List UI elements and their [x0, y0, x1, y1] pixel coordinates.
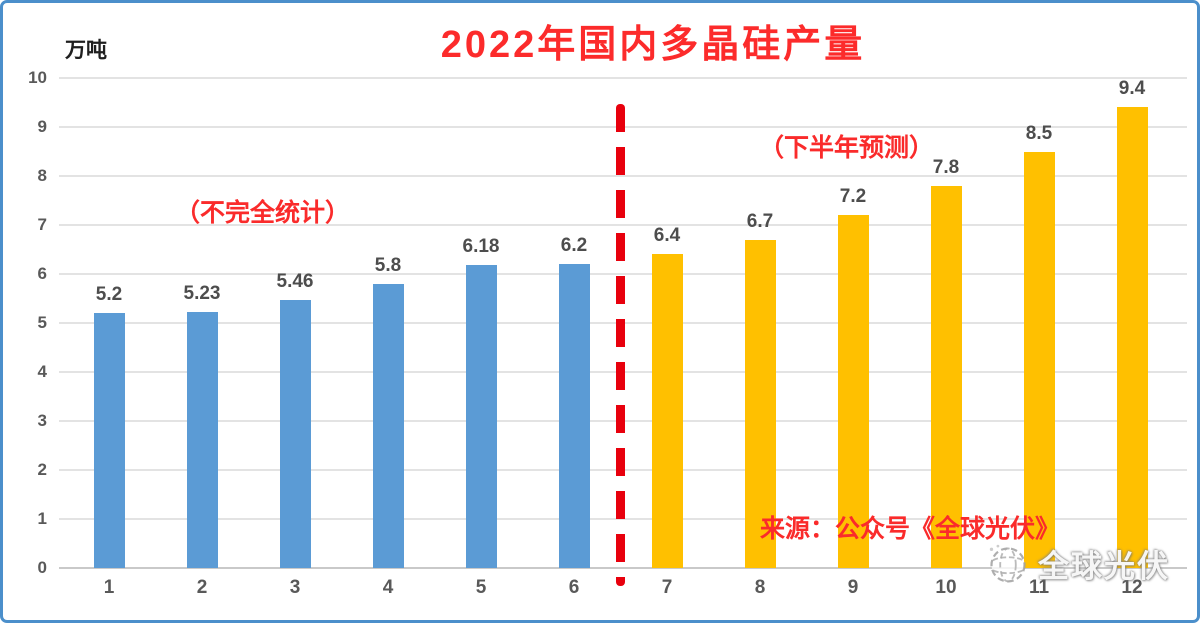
y-tick-10: 10	[28, 68, 47, 87]
plot-area: 0 1 2 3 4 5 6 7 8 9 10 5.2 1 5.23 2 5.46 3 5.8 4 6.18 5 6.2 6 6…	[3, 3, 1197, 620]
y-tick-7: 7	[37, 215, 47, 234]
x-tick-2: 2	[196, 577, 208, 598]
forecast-divider-line	[616, 104, 625, 586]
annotation-incomplete-statistics: （不完全统计）	[175, 199, 351, 227]
x-tick-12: 12	[1121, 577, 1143, 598]
x-tick-10: 10	[935, 577, 957, 598]
bar-month-10	[930, 185, 962, 568]
annotation-second-half-forecast: （下半年预测）	[759, 134, 935, 162]
x-tick-6: 6	[568, 577, 580, 598]
bar-value-label-8: 6.7	[746, 210, 774, 232]
bar-value-label-10: 7.8	[932, 156, 960, 178]
bar-month-6	[558, 264, 590, 568]
bar-month-4	[372, 283, 404, 568]
x-tick-9: 9	[847, 577, 859, 598]
y-tick-3: 3	[37, 411, 47, 430]
y-tick-6: 6	[37, 264, 47, 283]
bar-month-3	[279, 300, 311, 568]
y-tick-0: 0	[37, 558, 47, 577]
bar-value-label-9: 7.2	[839, 186, 867, 208]
bar-month-11	[1023, 151, 1055, 568]
bar-value-label-11: 8.5	[1025, 122, 1053, 144]
y-tick-4: 4	[37, 362, 47, 381]
bar-month-12	[1116, 107, 1148, 568]
bar-value-label-4: 5.8	[374, 254, 402, 276]
watermark-text: 全球光伏	[1038, 549, 1170, 584]
bar-month-9	[837, 215, 869, 568]
bar-month-5	[465, 265, 497, 568]
bar-month-8	[744, 239, 776, 568]
bar-value-label-7: 6.4	[653, 225, 681, 247]
bar-value-label-1: 5.2	[95, 284, 123, 306]
x-tick-5: 5	[475, 577, 487, 598]
watermark: 全球光伏	[986, 541, 1170, 586]
annotation-source: 来源：公众号《全球光伏》	[760, 515, 1061, 543]
x-tick-7: 7	[661, 577, 673, 598]
x-tick-11: 11	[1028, 577, 1050, 598]
y-tick-1: 1	[37, 509, 47, 528]
y-tick-2: 2	[37, 460, 47, 479]
y-tick-9: 9	[37, 117, 47, 136]
gridline-10	[59, 77, 1187, 79]
x-tick-8: 8	[754, 577, 766, 598]
bar-month-7	[651, 254, 683, 568]
y-tick-5: 5	[37, 313, 47, 332]
chart-title: 2022年国内多晶硅产量	[440, 24, 866, 66]
bar-value-label-2: 5.23	[183, 282, 221, 304]
x-tick-4: 4	[382, 577, 394, 598]
bar-month-1	[93, 313, 125, 568]
bar-value-label-3: 5.46	[276, 271, 314, 293]
globe-icon	[989, 544, 1026, 583]
y-axis-unit-label: 万吨	[65, 39, 107, 62]
bar-value-label-12: 9.4	[1118, 78, 1146, 100]
x-tick-1: 1	[103, 577, 115, 598]
x-tick-3: 3	[289, 577, 301, 598]
y-tick-8: 8	[37, 166, 47, 185]
bar-value-label-5: 6.18	[462, 236, 500, 258]
bar-month-2	[186, 311, 218, 568]
bar-value-label-6: 6.2	[560, 235, 588, 257]
